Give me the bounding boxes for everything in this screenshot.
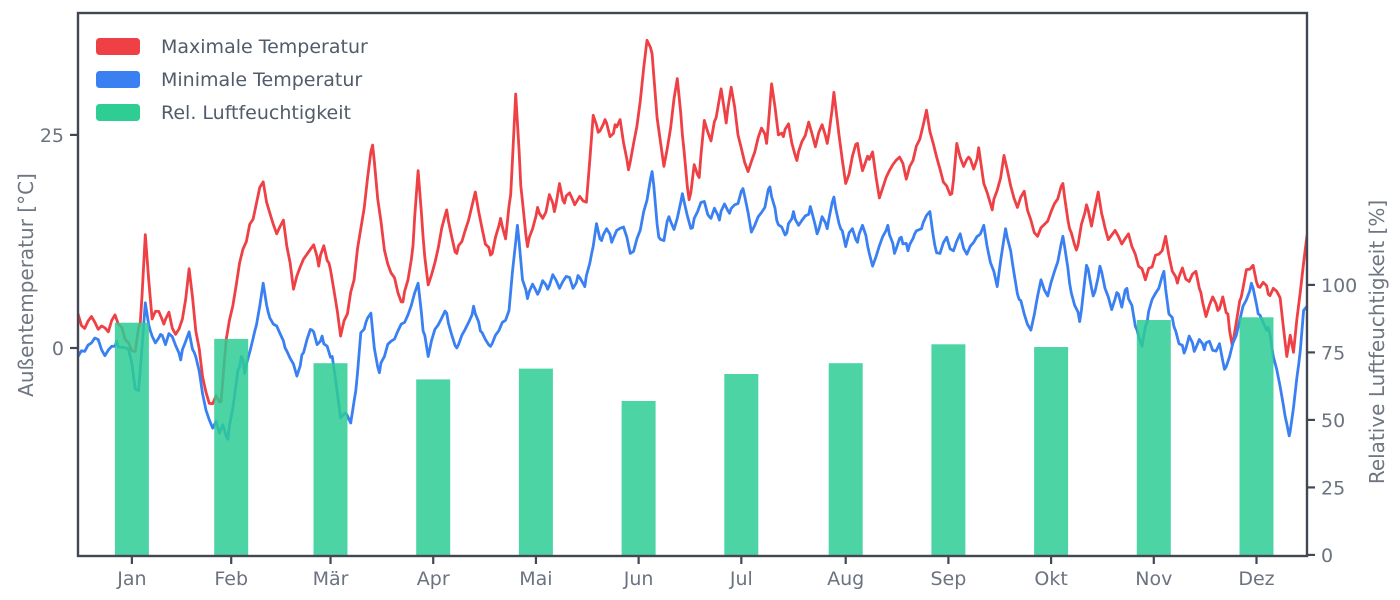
- left-tick-label: 0: [52, 338, 64, 360]
- x-tick-label-apr: Apr: [417, 568, 450, 590]
- humidity-bar-mai: [518, 368, 553, 556]
- humidity-bar-okt: [1034, 347, 1069, 556]
- left-tick-label: 25: [40, 125, 64, 147]
- x-tick-label-jun: Jun: [623, 568, 654, 590]
- plot-area: [78, 38, 1307, 556]
- right-tick-label: 25: [1321, 477, 1345, 499]
- legend-item-0: Maximale Temperatur: [96, 30, 368, 63]
- x-tick-label-okt: Okt: [1034, 568, 1067, 590]
- x-tick-label-jan: Jan: [116, 568, 146, 590]
- legend-label: Minimale Temperatur: [161, 68, 363, 91]
- humidity-bar-jun: [621, 401, 656, 556]
- x-tick-label-mär: Mär: [313, 568, 349, 590]
- x-tick-label-nov: Nov: [1135, 568, 1172, 590]
- x-tick-label-sep: Sep: [930, 568, 966, 590]
- right-tick-label: 75: [1321, 342, 1345, 364]
- x-tick-label-mai: Mai: [519, 568, 552, 590]
- x-tick-label-jul: Jul: [729, 568, 753, 590]
- humidity-bar-nov: [1136, 320, 1171, 556]
- humidity-bar-feb: [214, 338, 249, 556]
- humidity-bar-dez: [1239, 317, 1274, 556]
- max-temperature-line: [78, 38, 1307, 406]
- legend-label: Maximale Temperatur: [161, 35, 368, 58]
- legend: Maximale Temperatur Minimale Temperatur Re…: [96, 30, 368, 129]
- right-tick-label: 100: [1321, 275, 1357, 297]
- right-tick-label: 50: [1321, 410, 1345, 432]
- humidity-bar-jul: [724, 374, 759, 556]
- legend-swatch: [96, 71, 140, 88]
- legend-item-2: Rel. Luftfeuchtigkeit: [96, 96, 368, 129]
- humidity-bar-mär: [313, 363, 348, 556]
- x-tick-label-feb: Feb: [214, 568, 248, 590]
- legend-label: Rel. Luftfeuchtigkeit: [161, 101, 351, 124]
- humidity-bar-jan: [114, 322, 149, 556]
- x-tick-label-aug: Aug: [827, 568, 864, 590]
- humidity-bar-apr: [416, 379, 451, 556]
- x-tick-label-dez: Dez: [1238, 568, 1274, 590]
- legend-item-1: Minimale Temperatur: [96, 63, 368, 96]
- humidity-bar-aug: [828, 363, 863, 556]
- min-temperature-line: [78, 170, 1307, 441]
- right-axis-title: Relative Luftfeuchtigkeit [%]: [1365, 199, 1389, 485]
- humidity-bar-sep: [931, 344, 966, 556]
- left-axis-title: Außentemperatur [°C]: [14, 173, 38, 397]
- right-tick-label: 0: [1321, 545, 1333, 567]
- legend-swatch: [96, 38, 140, 55]
- legend-swatch: [96, 104, 140, 121]
